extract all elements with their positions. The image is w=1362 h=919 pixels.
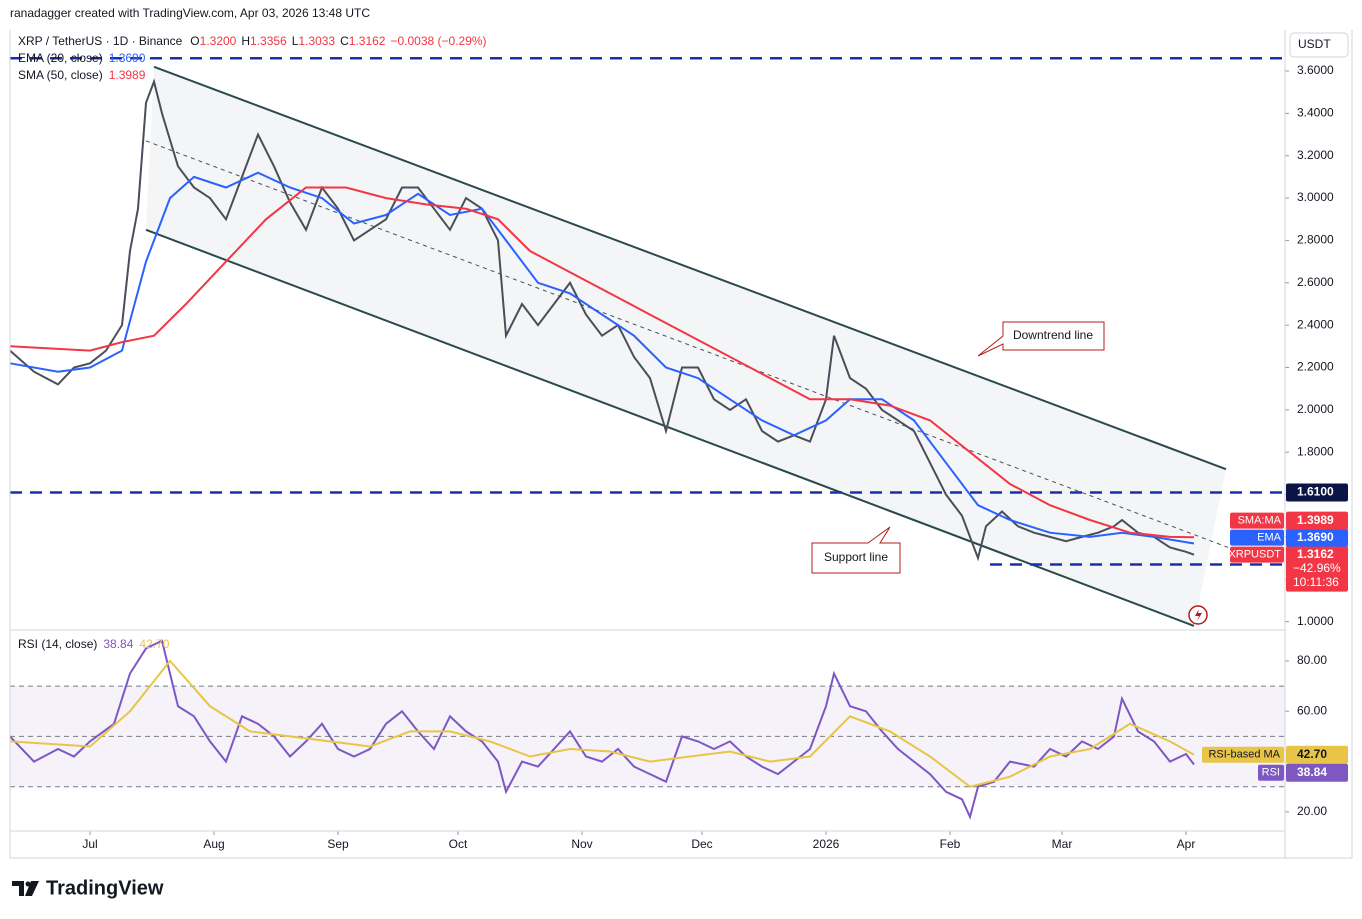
logo-mark — [12, 881, 24, 896]
price-name: SMA:MA — [1238, 515, 1282, 527]
credit: ranadagger created with TradingView.com,… — [10, 6, 370, 20]
indicator-legend: SMA (50, close) 1.3989 — [18, 68, 146, 82]
price-label-box — [1286, 511, 1348, 530]
annotation-text: Downtrend line — [1013, 328, 1093, 342]
callout-box — [977, 321, 1105, 357]
rsi-name-box — [1202, 746, 1284, 763]
indicator-value: 1.3690 — [109, 51, 146, 65]
y-tick-label: 3.4000 — [1297, 106, 1334, 120]
ohlc-value: 1.3200 — [200, 34, 237, 48]
callout-box — [811, 526, 901, 574]
indicator-name: RSI (14, close) — [18, 637, 97, 651]
series-line — [9, 659, 1195, 788]
price-name-box — [1230, 546, 1284, 563]
rsi-label: 42.70 — [1297, 747, 1327, 761]
y-tick-label: 2.0000 — [1297, 402, 1334, 416]
indicator-value: 42.70 — [139, 637, 169, 651]
series-line — [9, 186, 1195, 539]
annotation-text: Support line — [824, 550, 888, 564]
price-label: 1.3989 — [1297, 513, 1334, 527]
ohlc-name: L — [292, 34, 299, 48]
rsi-label-box — [1286, 745, 1348, 764]
currency: USDT — [1298, 37, 1331, 51]
ohlc-value: 1.3162 — [349, 34, 386, 48]
countdown: 10:11:36 — [1293, 575, 1339, 589]
price-name-box — [1230, 529, 1284, 546]
x-tick-label: Oct — [449, 837, 468, 851]
y-tick-label: 60.00 — [1297, 703, 1327, 717]
indicator-value: 1.3989 — [109, 68, 146, 82]
footer-logo: TradingView — [12, 877, 164, 899]
ohlc-name: H — [241, 34, 250, 48]
x-tick-label: Mar — [1052, 837, 1073, 851]
price-label-box — [1286, 528, 1348, 547]
ohlc-value: 1.3033 — [298, 34, 335, 48]
indicator-value: 38.84 — [103, 637, 133, 651]
y-tick-label: 3.6000 — [1297, 63, 1334, 77]
x-tick-label: Dec — [691, 837, 712, 851]
x-tick-label: Apr — [1177, 837, 1196, 851]
trend-line — [145, 228, 1195, 627]
series-line — [9, 78, 1195, 562]
price-label-box — [1286, 545, 1348, 592]
y-tick-label: 2.6000 — [1297, 275, 1334, 289]
x-tick-label: Feb — [940, 837, 961, 851]
y-tick-label: 2.8000 — [1297, 233, 1334, 247]
rsi-name-box — [1258, 764, 1284, 781]
y-tick-label: 3.0000 — [1297, 190, 1334, 204]
x-tick-label: 2026 — [813, 837, 840, 851]
ohlc-value: 1.3356 — [250, 34, 287, 48]
annotation-downtrend: Downtrend line — [977, 321, 1105, 357]
y-tick-label: 2.2000 — [1297, 360, 1334, 374]
price-name: XRPUSDT — [1228, 549, 1281, 561]
indicator-name: EMA (20, close) — [18, 51, 103, 65]
logo-mark — [25, 881, 39, 896]
alert-icon-bolt — [1195, 609, 1202, 621]
layers: 1.00001.20001.40001.60001.80002.00002.20… — [9, 34, 1348, 851]
currency-button[interactable] — [1289, 32, 1349, 58]
ohlc-name: O — [190, 34, 199, 48]
price-name-box — [1230, 512, 1284, 529]
series-line — [9, 171, 1195, 545]
channel-fill — [146, 66, 1226, 626]
rsi-legend: RSI (14, close) 38.84 42.70 — [18, 637, 170, 651]
x-tick-label: Sep — [327, 837, 349, 851]
y-tick-label: 2.4000 — [1297, 317, 1334, 331]
y-tick-label: 80.00 — [1297, 653, 1327, 667]
price-name: EMA — [1257, 532, 1282, 544]
change: −0.0038 (−0.29%) — [390, 34, 486, 48]
logo-mark — [25, 881, 31, 887]
series-line — [9, 639, 1195, 820]
rsi-name: RSI-based MA — [1208, 749, 1280, 761]
y-tick-label: 20.00 — [1297, 804, 1327, 818]
annotation-support: Support line — [811, 526, 901, 574]
rsi-label-box — [1286, 763, 1348, 782]
x-tick-label: Jul — [82, 837, 97, 851]
indicator-legend: EMA (20, close) 1.3690 — [18, 51, 146, 65]
price-change: −42.96% — [1293, 561, 1341, 575]
x-tick-label: Nov — [571, 837, 592, 851]
y-tick-label: 3.2000 — [1297, 148, 1334, 162]
y-tick-label: 1.0000 — [1297, 614, 1334, 628]
rsi-name: RSI — [1262, 767, 1280, 779]
level-label-box — [1286, 483, 1348, 502]
symbol-header: XRP / TetherUS · 1D · Binance O1.3200 H1.3… — [18, 34, 487, 48]
symbol-title: XRP / TetherUS · 1D · Binance — [18, 34, 183, 48]
rsi-label: 38.84 — [1297, 765, 1327, 779]
x-tick-label: Aug — [203, 837, 224, 851]
indicator-name: SMA (50, close) — [18, 68, 103, 82]
trend-line — [145, 140, 1235, 551]
price-label: 1.3690 — [1297, 530, 1334, 544]
footer-text: TradingView — [46, 877, 164, 899]
ohlc-name: C — [340, 34, 349, 48]
y-tick-label: 1.8000 — [1297, 444, 1334, 458]
price-label: 1.3162 — [1297, 547, 1334, 561]
trend-line — [153, 65, 1227, 471]
level-label: 1.6100 — [1297, 485, 1334, 499]
